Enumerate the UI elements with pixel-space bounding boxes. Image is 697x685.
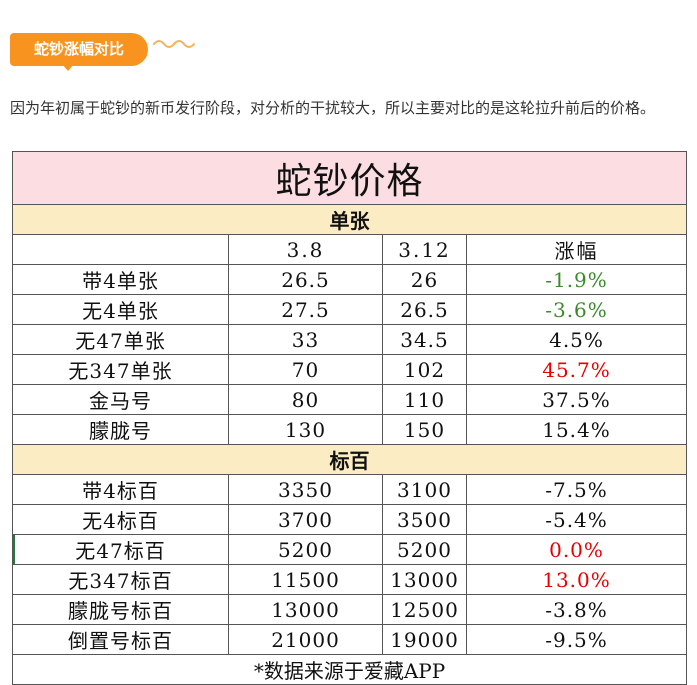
price-3-12-cell: 12500 — [382, 594, 467, 625]
item-name-cell: 倒置号标百 — [12, 624, 229, 655]
price-3-12-cell: 3100 — [382, 474, 467, 505]
price-3-8-cell: 13000 — [228, 594, 383, 625]
section-badge-label: 蛇钞涨幅对比 — [33, 40, 124, 58]
change-cell: -7.5% — [465, 474, 688, 505]
table-row: 无4标百 3700 3500 -5.4% — [12, 504, 688, 535]
price-3-12-cell: 34.5 — [382, 324, 467, 355]
price-3-8-cell: 26.5 — [228, 264, 383, 295]
change-cell: -3.8% — [465, 594, 688, 625]
price-3-12-cell: 13000 — [382, 564, 467, 595]
item-name-cell: 无47单张 — [12, 324, 229, 355]
table-row: 无47单张 33 34.5 4.5% — [12, 324, 688, 355]
table-row: 带4单张 26.5 26 -1.9% — [12, 264, 688, 295]
table-row: 无47标百 5200 5200 0.0% — [12, 534, 688, 565]
table-row: 无347单张 70 102 45.7% — [12, 354, 688, 385]
table-row: 无4单张 27.5 26.5 -3.6% — [12, 294, 688, 325]
column-header: 3.8 — [228, 234, 383, 265]
table-title: 蛇钞价格 — [11, 151, 688, 205]
price-3-12-cell: 110 — [382, 384, 467, 415]
item-name-cell: 带4单张 — [12, 264, 229, 295]
section-header: 标百 — [11, 444, 688, 475]
section-badge: 蛇钞涨幅对比 — [10, 33, 148, 66]
change-cell: -9.5% — [465, 624, 688, 655]
source-note-row: *数据来源于爱藏APP — [11, 654, 688, 685]
change-cell: 45.7% — [465, 354, 688, 385]
column-header-row: 3.8 3.12 涨幅 — [12, 234, 688, 265]
item-name-cell: 无47标百 — [12, 534, 229, 565]
price-3-8-cell: 33 — [228, 324, 383, 355]
price-3-8-cell: 70 — [228, 354, 383, 385]
item-name-cell: 朦胧号 — [12, 414, 229, 445]
price-3-12-cell: 19000 — [382, 624, 467, 655]
table-title-row: 蛇钞价格 — [11, 151, 688, 205]
item-name-cell: 无347标百 — [12, 564, 229, 595]
section-header-row: 单张 — [11, 204, 688, 235]
source-note: *数据来源于爱藏APP — [11, 654, 688, 685]
change-cell: 0.0% — [465, 534, 688, 565]
section-header-row: 标百 — [11, 444, 688, 475]
price-3-12-cell: 5200 — [382, 534, 467, 565]
change-cell: -5.4% — [465, 504, 688, 535]
change-cell: 37.5% — [465, 384, 688, 415]
column-header: 涨幅 — [465, 234, 688, 265]
price-3-8-cell: 11500 — [228, 564, 383, 595]
price-3-8-cell: 27.5 — [228, 294, 383, 325]
price-3-12-cell: 26.5 — [382, 294, 467, 325]
price-3-8-cell: 3700 — [228, 504, 383, 535]
item-name-cell: 金马号 — [12, 384, 229, 415]
table-row: 带4标百 3350 3100 -7.5% — [12, 474, 688, 505]
price-3-8-cell: 80 — [228, 384, 383, 415]
table-row: 朦胧号 130 150 15.4% — [12, 414, 688, 445]
table-row: 无347标百 11500 13000 13.0% — [12, 564, 688, 595]
table-row: 倒置号标百 21000 19000 -9.5% — [12, 624, 688, 655]
price-3-12-cell: 150 — [382, 414, 467, 445]
change-cell: 15.4% — [465, 414, 688, 445]
item-name-cell: 无347单张 — [12, 354, 229, 385]
section-header: 单张 — [11, 204, 688, 235]
table-row: 金马号 80 110 37.5% — [12, 384, 688, 415]
badge-pointer — [62, 64, 74, 71]
price-3-8-cell: 21000 — [228, 624, 383, 655]
column-header: 3.12 — [382, 234, 467, 265]
column-header — [12, 234, 229, 265]
price-3-12-cell: 3500 — [382, 504, 467, 535]
change-cell: -1.9% — [465, 264, 688, 295]
price-3-8-cell: 130 — [228, 414, 383, 445]
price-3-8-cell: 5200 — [228, 534, 383, 565]
table-row: 朦胧号标百 13000 12500 -3.8% — [12, 594, 688, 625]
intro-paragraph: 因为年初属于蛇钞的新币发行阶段，对分析的干扰较大，所以主要对比的是这轮拉升前后的… — [10, 99, 656, 117]
price-table: 蛇钞价格 单张 3.8 3.12 涨幅 带4单张 26.5 26 -1.9% 无4单张 27.5 2… — [11, 151, 688, 685]
item-name-cell: 无4标百 — [12, 504, 229, 535]
price-3-12-cell: 102 — [382, 354, 467, 385]
item-name-cell: 带4标百 — [12, 474, 229, 505]
price-3-12-cell: 26 — [382, 264, 467, 295]
change-cell: -3.6% — [465, 294, 688, 325]
item-name-cell: 朦胧号标百 — [12, 594, 229, 625]
change-cell: 4.5% — [465, 324, 688, 355]
price-3-8-cell: 3350 — [228, 474, 383, 505]
change-cell: 13.0% — [465, 564, 688, 595]
item-name-cell: 无4单张 — [12, 294, 229, 325]
wave-icon — [153, 40, 195, 48]
